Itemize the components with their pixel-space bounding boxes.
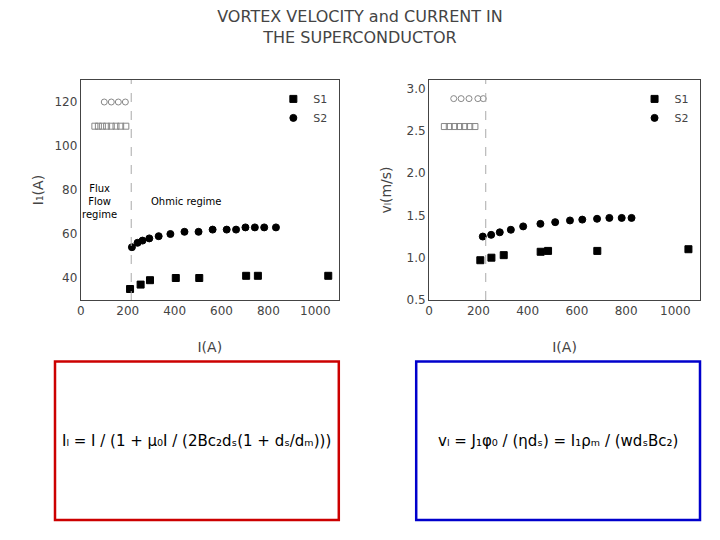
svg-text:40: 40 bbox=[62, 271, 77, 285]
svg-text:0: 0 bbox=[77, 304, 85, 318]
svg-text:FluxFlowregime: FluxFlowregime bbox=[82, 183, 117, 220]
svg-text:400: 400 bbox=[516, 304, 539, 318]
svg-text:I(A): I(A) bbox=[197, 339, 222, 355]
svg-text:400: 400 bbox=[163, 304, 186, 318]
svg-text:3.0: 3.0 bbox=[407, 82, 426, 96]
svg-text:S2: S2 bbox=[675, 112, 689, 125]
svg-text:600: 600 bbox=[210, 304, 233, 318]
svg-text:1.5: 1.5 bbox=[407, 209, 426, 223]
svg-text:100: 100 bbox=[54, 139, 77, 153]
svg-text:S1: S1 bbox=[313, 93, 327, 106]
svg-text:600: 600 bbox=[565, 304, 588, 318]
svg-text:vₗ(m/s): vₗ(m/s) bbox=[378, 166, 394, 213]
svg-text:200: 200 bbox=[116, 304, 139, 318]
svg-text:2.0: 2.0 bbox=[407, 166, 426, 180]
svg-text:200: 200 bbox=[467, 304, 490, 318]
svg-text:0.5: 0.5 bbox=[407, 293, 426, 307]
svg-text:60: 60 bbox=[62, 227, 77, 241]
svg-text:S2: S2 bbox=[313, 112, 327, 125]
svg-text:800: 800 bbox=[615, 304, 638, 318]
svg-text:vₗ = J₁φ₀ / (ηdₛ) = I₁ρₘ / (wd: vₗ = J₁φ₀ / (ηdₛ) = I₁ρₘ / (wdₛBc₂) bbox=[438, 432, 678, 450]
svg-text:1000: 1000 bbox=[300, 304, 331, 318]
svg-text:Ohmic regime: Ohmic regime bbox=[151, 196, 221, 207]
svg-text:80: 80 bbox=[62, 183, 77, 197]
svg-text:0: 0 bbox=[425, 304, 433, 318]
svg-text:1.0: 1.0 bbox=[407, 251, 426, 265]
svg-text:VORTEX VELOCITY and CURRENT IN: VORTEX VELOCITY and CURRENT INTHE SUPERC… bbox=[217, 7, 503, 47]
svg-text:I(A): I(A) bbox=[552, 339, 577, 355]
svg-text:I₁(A): I₁(A) bbox=[30, 175, 46, 205]
svg-text:120: 120 bbox=[54, 95, 77, 109]
svg-text:S1: S1 bbox=[675, 93, 689, 106]
svg-text:1000: 1000 bbox=[660, 304, 691, 318]
svg-text:Iₗ = I / (1 + μ₀I / (2Bc₂dₛ(1: Iₗ = I / (1 + μ₀I / (2Bc₂dₛ(1 + dₛ/dₘ))) bbox=[62, 432, 331, 450]
svg-text:800: 800 bbox=[257, 304, 280, 318]
svg-text:2.5: 2.5 bbox=[407, 124, 426, 138]
